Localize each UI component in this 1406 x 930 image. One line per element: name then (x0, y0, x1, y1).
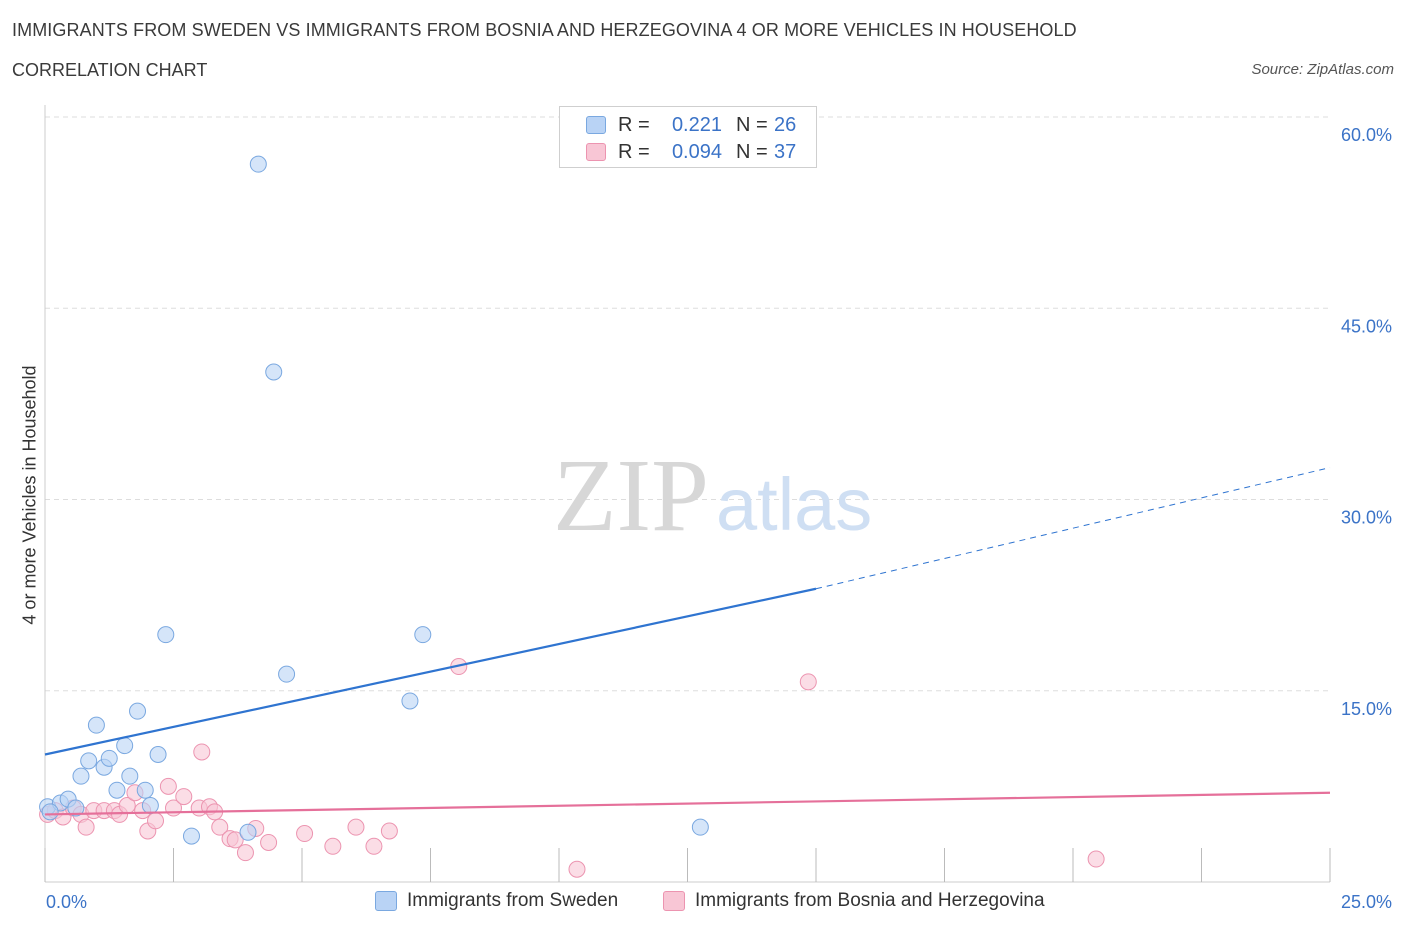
bosnia-point (347, 818, 365, 836)
y-axis-label: 4 or more Vehicles in Household (19, 365, 40, 625)
bosnia-point (236, 844, 254, 862)
sweden-point (149, 746, 167, 763)
bosnia-swatch (586, 143, 606, 161)
watermark: ZIP atlas (553, 438, 872, 553)
bosnia-point (1087, 850, 1105, 868)
sweden-point (129, 702, 147, 720)
sweden-trend-line (44, 587, 817, 756)
tick-labels: 15.0% 30.0% 45.0% 60.0% 0.0% 25.0% (46, 125, 1392, 912)
bosnia-trend-line (44, 791, 1331, 816)
legend-item-bosnia: Immigrants from Bosnia and Herzegovina (663, 890, 1045, 912)
sweden-point (87, 716, 105, 734)
sweden-point (72, 767, 90, 785)
sweden-point (157, 626, 175, 644)
bosnia-point (324, 837, 342, 855)
bosnia-legend-label: Immigrants from Bosnia and Herzegovina (695, 890, 1045, 911)
legend-n-label: N = (736, 113, 768, 136)
series-bosnia-points (39, 658, 1105, 878)
trend-lines (44, 467, 1331, 816)
sweden-point (401, 692, 419, 710)
watermark-atlas: atlas (716, 463, 872, 546)
legend-n-label: N = (736, 140, 768, 163)
legend-r-label: R = (618, 113, 650, 136)
grid-lines (45, 116, 1330, 692)
sweden-point (278, 665, 296, 683)
sweden-point (41, 803, 59, 821)
chart-title: IMMIGRANTS FROM SWEDEN VS IMMIGRANTS FRO… (12, 20, 1077, 40)
sweden-point (100, 749, 118, 767)
sweden-point (691, 818, 709, 836)
legend-n-value: 26 (774, 113, 797, 136)
legend-row-sweden: R = 0.221 N = 26 (586, 113, 796, 137)
bosnia-point (147, 812, 165, 830)
sweden-point (121, 767, 139, 785)
bosnia-point (175, 788, 193, 806)
bosnia-point (296, 825, 314, 843)
sweden-swatch (586, 116, 606, 134)
legend-r-label: R = (618, 140, 650, 163)
legend-n-value: 37 (774, 140, 797, 163)
bosnia-point (260, 833, 278, 851)
bosnia-point (77, 818, 95, 836)
bosnia-point (365, 837, 383, 855)
chart-source: Source: ZipAtlas.com (1251, 61, 1394, 78)
correlation-legend: R = 0.221 N = 26 R = 0.094 N = 37 (559, 106, 817, 168)
x-tick-label: 25.0% (1341, 892, 1392, 912)
sweden-point (182, 827, 200, 845)
sweden-point (108, 781, 126, 799)
series-sweden-points (39, 155, 709, 845)
y-tick-label: 15.0% (1341, 699, 1392, 719)
bosnia-point (799, 673, 817, 691)
sweden-point (116, 737, 134, 755)
bosnia-point (193, 743, 211, 761)
y-tick-label: 30.0% (1341, 508, 1392, 528)
bosnia-point (226, 831, 244, 849)
sweden-point (141, 797, 159, 814)
sweden-legend-swatch (375, 891, 397, 911)
bosnia-point (380, 822, 398, 840)
sweden-point (249, 155, 267, 173)
legend-row-bosnia: R = 0.094 N = 37 (586, 140, 796, 164)
bosnia-point (568, 860, 586, 878)
x-tick-label: 0.0% (46, 892, 87, 912)
legend-r-value: 0.094 (671, 140, 722, 163)
bosnia-point (211, 818, 229, 836)
sweden-trend-extension (815, 467, 1331, 590)
watermark-zip: ZIP (553, 438, 709, 553)
sweden-point (67, 799, 85, 817)
sweden-point (136, 781, 154, 799)
sweden-point (239, 823, 257, 841)
bosnia-point (159, 777, 177, 795)
sweden-legend-label: Immigrants from Sweden (407, 890, 619, 911)
sweden-point (265, 363, 283, 381)
sweden-point (80, 752, 98, 770)
chart-subtitle: CORRELATION CHART (12, 60, 208, 80)
legend-item-sweden: Immigrants from Sweden (375, 890, 618, 912)
y-tick-label: 60.0% (1341, 125, 1392, 145)
y-tick-label: 45.0% (1341, 316, 1392, 336)
legend-r-value: 0.221 (671, 113, 722, 136)
bosnia-legend-swatch (663, 891, 685, 911)
sweden-point (414, 626, 432, 644)
axes (44, 105, 1331, 883)
